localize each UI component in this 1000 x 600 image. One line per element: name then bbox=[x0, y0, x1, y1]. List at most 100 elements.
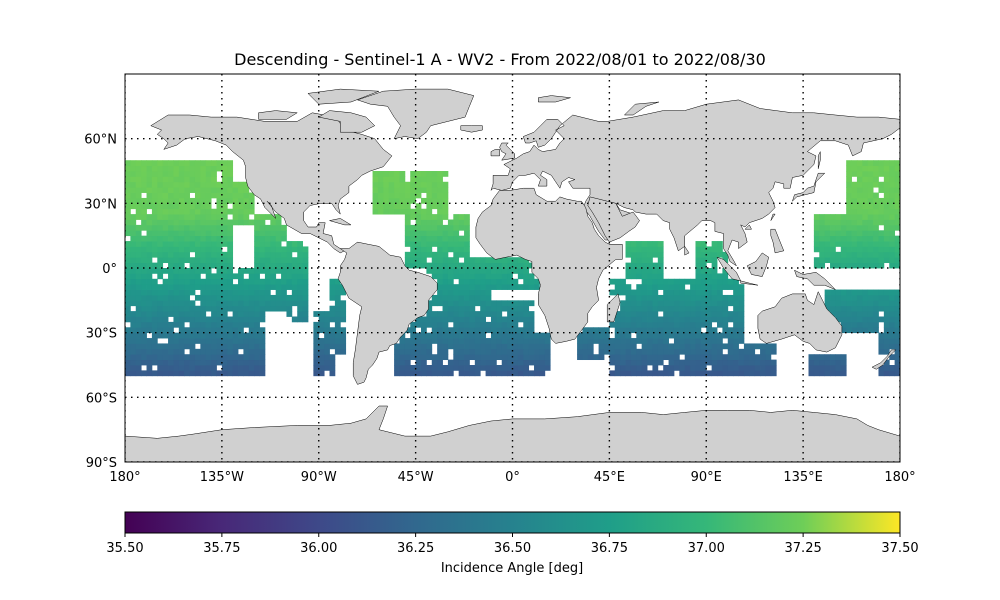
data-cell bbox=[184, 251, 190, 258]
data-cell bbox=[410, 370, 417, 377]
data-cell bbox=[205, 343, 212, 350]
data-cell bbox=[507, 305, 513, 312]
sakhalin-landmass bbox=[817, 151, 821, 170]
data-cell bbox=[883, 359, 890, 366]
data-cell bbox=[647, 354, 653, 361]
data-cell bbox=[221, 203, 228, 210]
data-cell bbox=[620, 305, 626, 312]
data-cell bbox=[437, 268, 443, 274]
data-cell bbox=[232, 219, 239, 226]
data-cell bbox=[259, 348, 266, 355]
data-cell bbox=[464, 241, 470, 247]
data-cell bbox=[281, 262, 287, 269]
data-cell bbox=[862, 192, 869, 199]
data-cell bbox=[894, 316, 900, 323]
data-cell bbox=[146, 311, 153, 317]
data-cell bbox=[577, 332, 583, 339]
data-cell bbox=[474, 370, 481, 377]
data-cell bbox=[894, 300, 900, 307]
data-cell bbox=[211, 365, 217, 371]
data-cell bbox=[690, 332, 696, 339]
data-cell bbox=[211, 219, 217, 226]
data-cell bbox=[227, 192, 234, 199]
data-cell bbox=[200, 219, 207, 226]
data-cell bbox=[447, 305, 454, 312]
data-cell bbox=[846, 289, 852, 296]
data-cell bbox=[743, 354, 750, 361]
data-cell bbox=[695, 289, 702, 296]
data-cell bbox=[216, 278, 223, 285]
data-cell bbox=[840, 246, 847, 253]
data-cell bbox=[194, 160, 201, 167]
data-cell bbox=[711, 305, 718, 312]
data-cell bbox=[695, 321, 702, 328]
data-cell bbox=[464, 284, 470, 290]
data-cell bbox=[700, 332, 707, 339]
data-cell bbox=[415, 192, 422, 199]
data-cell bbox=[679, 311, 686, 317]
data-cell bbox=[458, 338, 465, 344]
data-cell bbox=[738, 294, 745, 301]
data-cell bbox=[431, 257, 438, 264]
data-cell bbox=[717, 343, 723, 350]
data-cell bbox=[232, 365, 239, 371]
data-cell bbox=[469, 278, 476, 285]
data-cell bbox=[867, 176, 874, 183]
data-cell bbox=[657, 316, 664, 323]
data-cell bbox=[184, 343, 190, 350]
data-cell bbox=[679, 289, 686, 296]
data-cell bbox=[636, 338, 643, 344]
data-cell bbox=[862, 327, 869, 334]
data-cell bbox=[889, 311, 896, 317]
data-cell bbox=[690, 343, 696, 350]
data-cell bbox=[464, 359, 470, 366]
data-cell bbox=[216, 192, 223, 199]
data-cell bbox=[609, 348, 616, 355]
data-cell bbox=[453, 214, 460, 220]
data-cell bbox=[151, 219, 158, 226]
data-cell bbox=[867, 300, 874, 307]
data-cell bbox=[184, 370, 190, 377]
data-cell bbox=[464, 300, 470, 307]
data-cell bbox=[679, 284, 686, 290]
data-cell bbox=[431, 181, 438, 188]
data-cell bbox=[313, 327, 320, 334]
data-cell bbox=[453, 305, 460, 312]
data-cell bbox=[141, 262, 147, 269]
data-cell bbox=[490, 321, 497, 328]
data-cell bbox=[883, 241, 890, 247]
data-cell bbox=[227, 219, 234, 226]
data-cell bbox=[200, 187, 207, 193]
data-cell bbox=[711, 289, 718, 296]
data-cell bbox=[431, 224, 438, 231]
data-cell bbox=[135, 197, 142, 204]
data-cell bbox=[700, 300, 707, 307]
data-cell bbox=[372, 171, 379, 177]
data-cell bbox=[738, 354, 745, 361]
data-cell bbox=[813, 257, 820, 264]
data-cell bbox=[426, 235, 433, 242]
data-cell bbox=[883, 251, 890, 258]
madagascar-landmass bbox=[606, 293, 621, 323]
data-cell bbox=[254, 327, 260, 334]
data-cell bbox=[205, 230, 212, 237]
data-cell bbox=[657, 343, 664, 350]
data-cell bbox=[458, 294, 465, 301]
data-cell bbox=[657, 321, 664, 328]
data-cell bbox=[388, 203, 395, 210]
data-cell bbox=[189, 343, 196, 350]
data-cell bbox=[189, 214, 196, 220]
data-cell bbox=[426, 219, 433, 226]
data-cell bbox=[211, 165, 217, 172]
data-cell bbox=[135, 289, 142, 296]
data-cell bbox=[254, 251, 260, 258]
data-cell bbox=[437, 365, 443, 371]
data-cell bbox=[862, 305, 869, 312]
data-cell bbox=[221, 370, 228, 377]
data-cell bbox=[856, 214, 863, 220]
data-cell bbox=[410, 181, 417, 188]
data-cell bbox=[318, 348, 325, 355]
data-cell bbox=[636, 332, 643, 339]
colorbar-tick-label: 36.25 bbox=[397, 541, 434, 556]
data-cell bbox=[264, 305, 271, 312]
